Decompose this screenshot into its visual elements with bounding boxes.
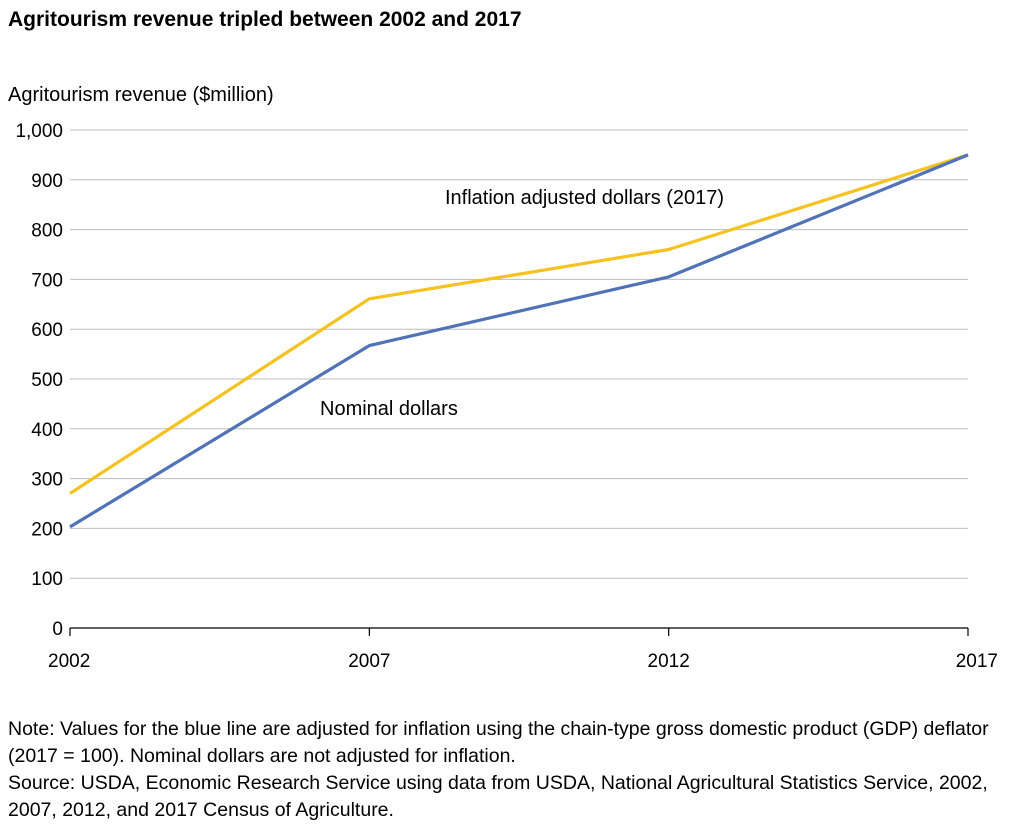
series-lines bbox=[69, 153, 969, 529]
series-line-nominal bbox=[69, 153, 969, 529]
y-tick-label: 900 bbox=[31, 171, 63, 192]
x-tick-label: 2012 bbox=[648, 651, 690, 672]
y-axis-title: Agritourism revenue ($million) bbox=[8, 84, 274, 106]
x-tick-label: 2017 bbox=[956, 651, 998, 672]
y-tick-labels: 0 100 200 300 400 500 600 700 800 900 1,000 bbox=[15, 121, 63, 640]
series-line-inflation-adjusted bbox=[69, 153, 969, 495]
y-tick-label: 500 bbox=[31, 370, 63, 391]
y-tick-label: 800 bbox=[31, 221, 63, 242]
series-label-nominal: Nominal dollars bbox=[320, 398, 458, 420]
y-tick-label: 300 bbox=[31, 470, 63, 491]
x-tick-label: 2002 bbox=[48, 651, 90, 672]
chart-notes: Note: Values for the blue line are adjus… bbox=[8, 716, 1008, 824]
y-tick-label: 400 bbox=[31, 420, 63, 441]
y-tick-label: 100 bbox=[31, 569, 63, 590]
y-tick-label: 1,000 bbox=[15, 121, 63, 142]
y-tick-label: 700 bbox=[31, 270, 63, 291]
source-text: Source: USDA, Economic Research Service … bbox=[8, 772, 988, 821]
x-tick-label: 2007 bbox=[348, 651, 390, 672]
chart-title: Agritourism revenue tripled between 2002… bbox=[8, 8, 522, 31]
y-tick-label: 0 bbox=[52, 619, 63, 640]
series-label-inflation-adjusted: Inflation adjusted dollars (2017) bbox=[445, 187, 724, 209]
gridlines bbox=[70, 129, 968, 579]
y-tick-label: 200 bbox=[31, 519, 63, 540]
axes bbox=[69, 627, 969, 636]
x-tick-labels: 2002 2007 2012 2017 bbox=[48, 651, 998, 672]
y-tick-label: 600 bbox=[31, 320, 63, 341]
series-annotations: Inflation adjusted dollars (2017) Nominal… bbox=[320, 187, 724, 420]
note-text: Note: Values for the blue line are adjus… bbox=[8, 718, 989, 767]
